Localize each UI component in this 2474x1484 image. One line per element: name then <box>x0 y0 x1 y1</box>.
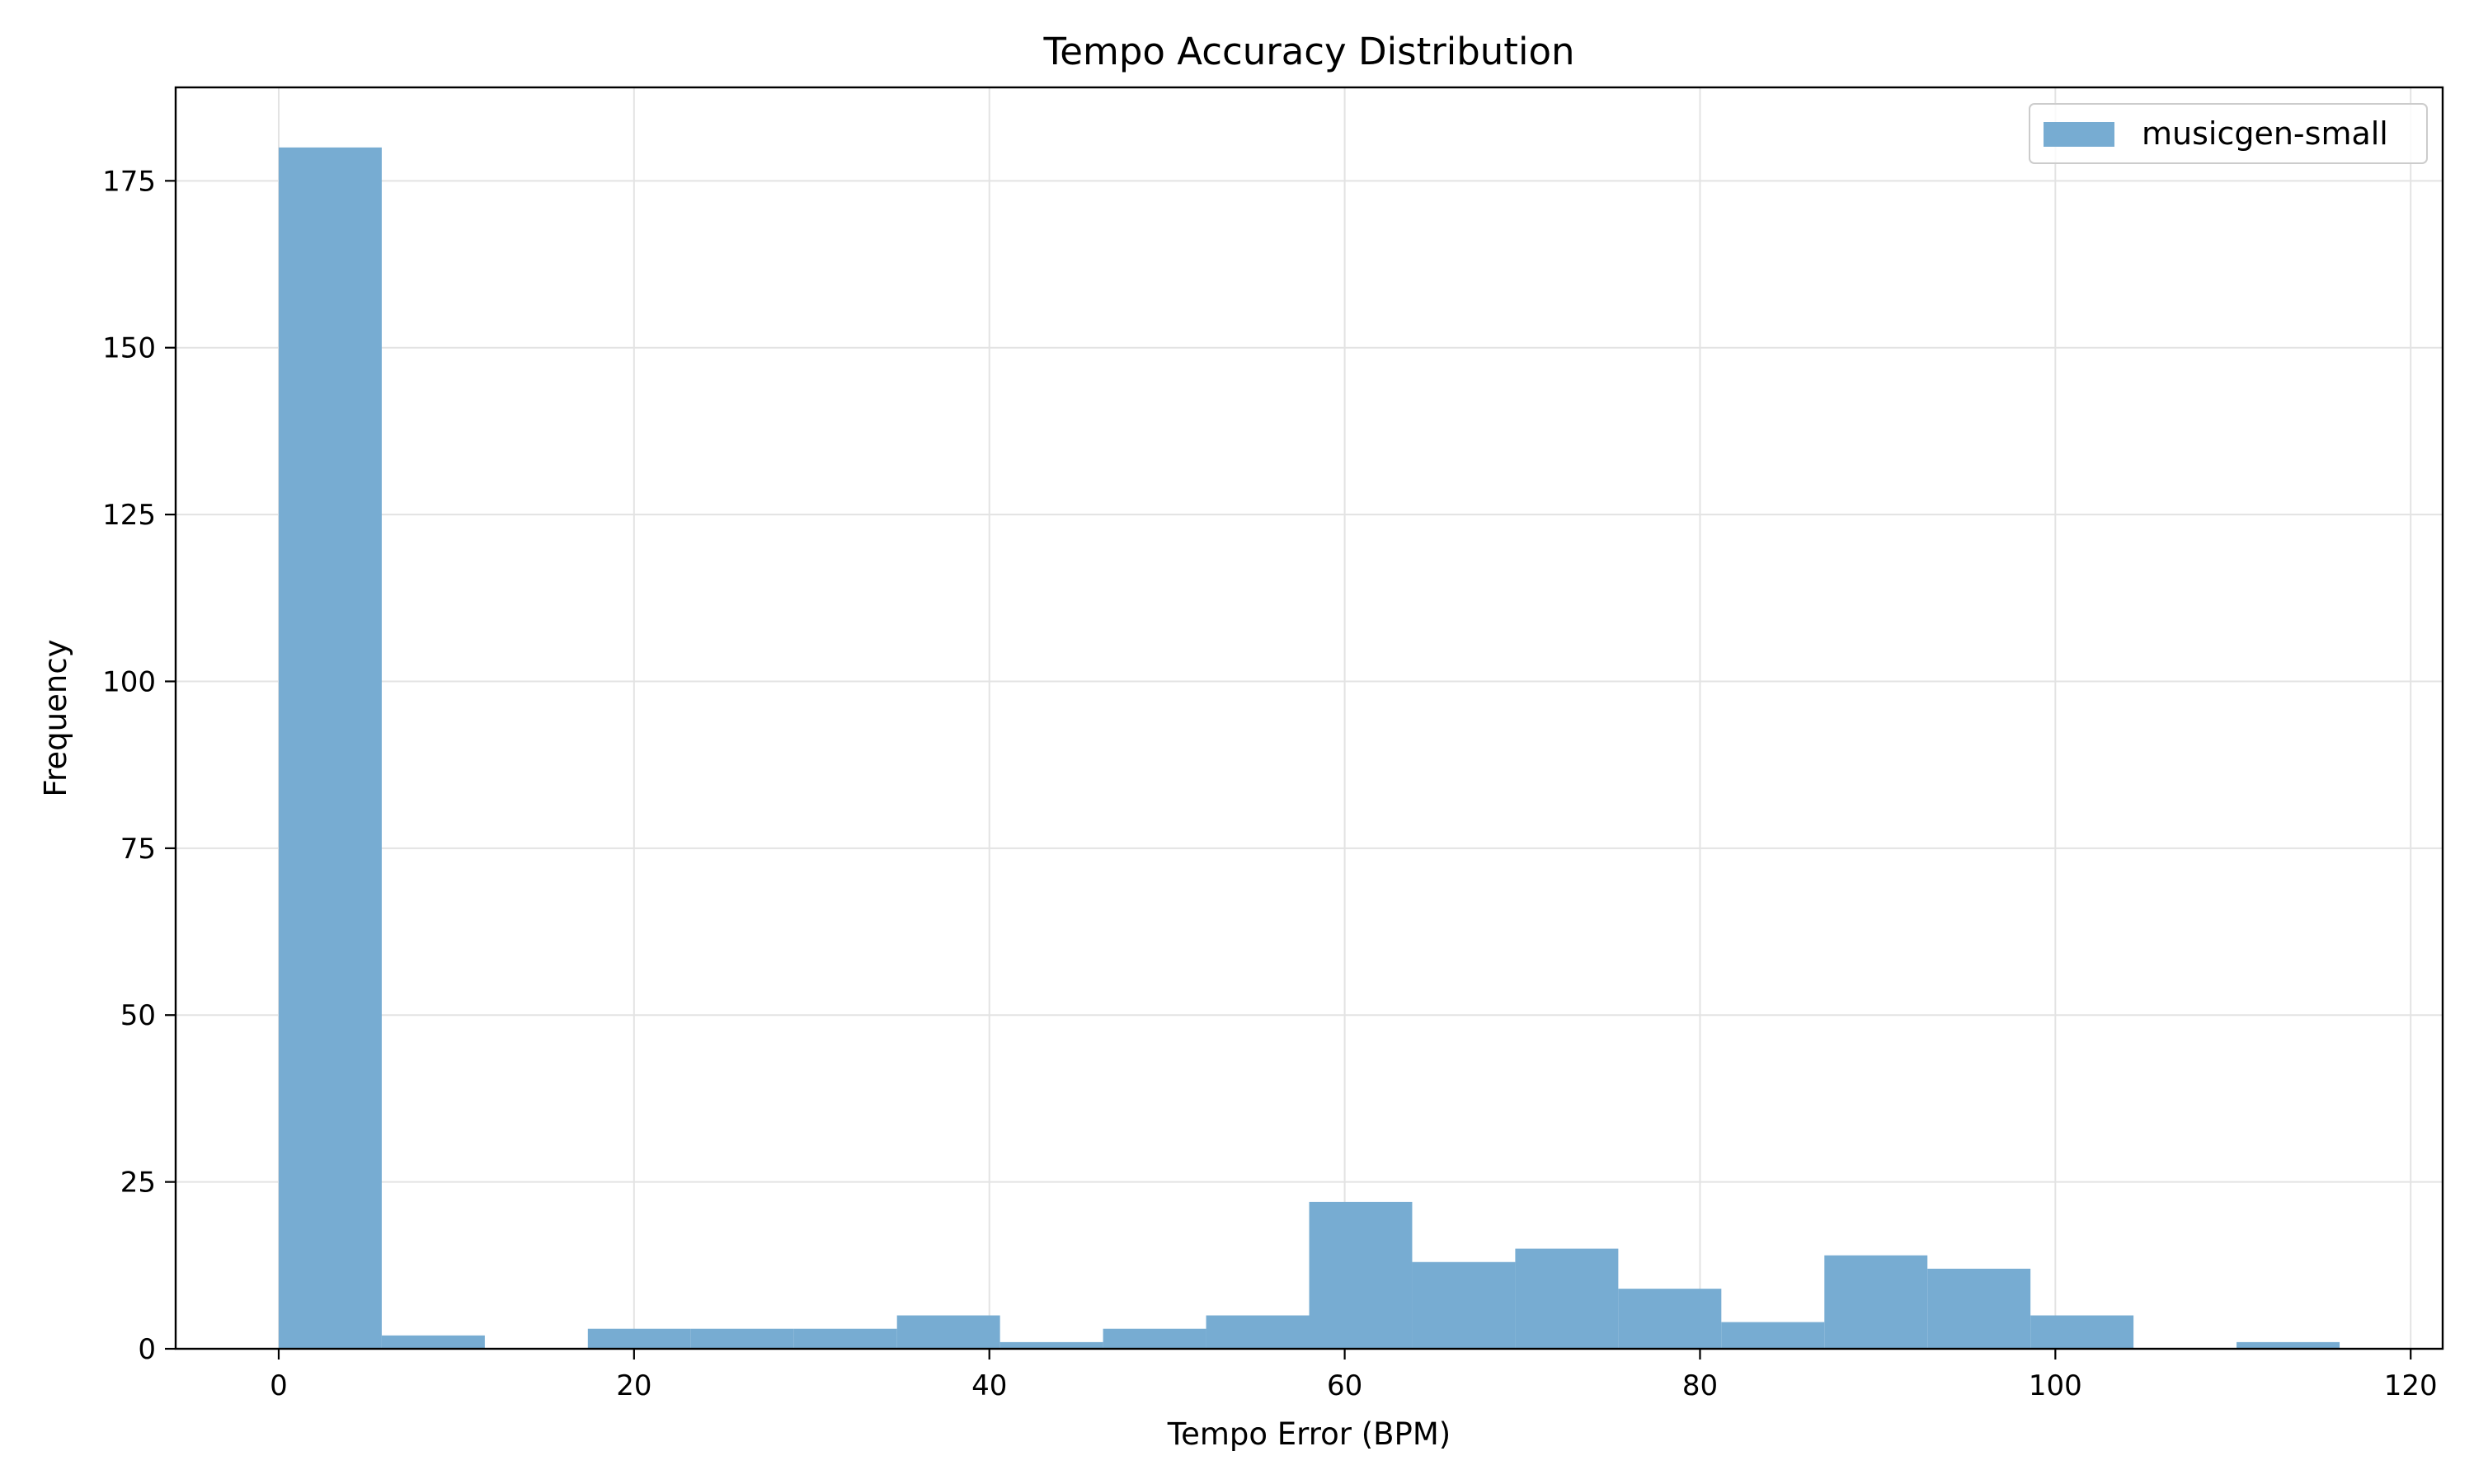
x-tick-label: 80 <box>1682 1369 1718 1402</box>
histogram-bar <box>1103 1328 1206 1349</box>
x-tick-label: 100 <box>2029 1369 2082 1402</box>
legend-box <box>2029 103 2428 164</box>
legend-swatch <box>2044 122 2114 147</box>
histogram-bar <box>278 147 382 1349</box>
histogram-bar <box>999 1341 1103 1349</box>
y-tick-label: 125 <box>102 499 156 532</box>
histogram-bar <box>1515 1248 1619 1349</box>
histogram-bar <box>1309 1201 1413 1349</box>
histogram-bar <box>587 1328 691 1349</box>
histogram-bar <box>1824 1255 1928 1349</box>
y-tick-label: 0 <box>138 1333 156 1366</box>
histogram-bar <box>690 1328 794 1349</box>
legend-label: musicgen-small <box>2142 115 2388 152</box>
plot-frame <box>174 86 2444 1350</box>
legend: musicgen-small <box>2029 103 2428 164</box>
x-tick-label: 20 <box>616 1369 651 1402</box>
chart-title: Tempo Accuracy Distribution <box>1042 30 1574 73</box>
x-axis-ticks: 0 20 40 60 80 100 120 <box>270 1349 2438 1402</box>
y-tick-label: 150 <box>102 332 156 365</box>
histogram-bar <box>1618 1289 1722 1349</box>
x-tick-label: 40 <box>971 1369 1007 1402</box>
histogram-bar <box>1927 1268 2031 1349</box>
y-axis-label: Frequency <box>38 639 73 796</box>
histogram-bar <box>1721 1322 1825 1349</box>
histogram-bar <box>1412 1261 1516 1349</box>
y-tick-label: 50 <box>120 999 156 1032</box>
histogram-bar <box>1206 1315 1310 1349</box>
y-tick-label: 25 <box>120 1167 156 1200</box>
x-tick-label: 0 <box>270 1369 288 1402</box>
bars <box>278 147 2340 1349</box>
y-tick-label: 100 <box>102 665 156 698</box>
histogram-bar <box>2236 1341 2340 1349</box>
y-tick-label: 175 <box>102 165 156 198</box>
x-tick-label: 120 <box>2384 1369 2438 1402</box>
histogram-bar <box>2030 1315 2134 1349</box>
histogram-bar <box>793 1328 897 1349</box>
histogram-bar <box>896 1315 1000 1349</box>
y-tick-label: 75 <box>120 833 156 866</box>
x-axis-label: Tempo Error (BPM) <box>1167 1416 1451 1452</box>
x-tick-label: 60 <box>1327 1369 1362 1402</box>
histogram-bar <box>381 1335 485 1349</box>
y-axis-ticks: 0 25 50 75 100 125 150 175 <box>102 165 176 1366</box>
